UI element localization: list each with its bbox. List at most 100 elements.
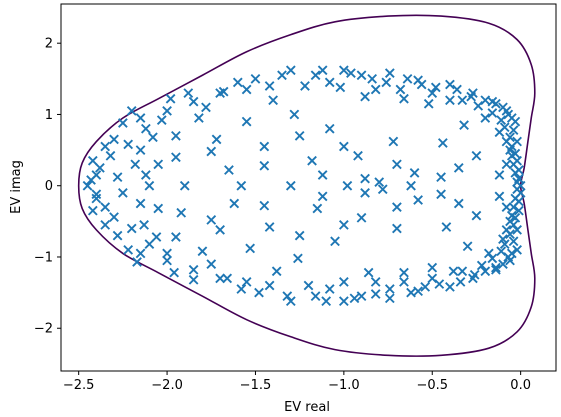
data-point xyxy=(176,207,187,218)
data-point xyxy=(95,163,105,173)
data-point xyxy=(165,93,176,104)
data-point xyxy=(206,146,217,157)
data-point xyxy=(360,187,370,198)
data-point xyxy=(503,109,514,120)
data-point xyxy=(162,248,172,259)
data-point xyxy=(413,286,423,297)
data-point xyxy=(514,205,524,216)
data-point xyxy=(303,280,314,291)
data-point xyxy=(215,88,225,98)
data-point xyxy=(135,113,146,123)
data-point xyxy=(427,262,438,273)
data-point xyxy=(338,296,349,307)
x-tick-label: −2.0 xyxy=(151,378,183,393)
data-point xyxy=(436,189,446,200)
data-point xyxy=(241,116,252,127)
x-tick-label: −0.5 xyxy=(416,378,448,393)
data-point xyxy=(496,246,507,257)
data-point xyxy=(468,88,478,98)
data-point xyxy=(356,70,367,81)
data-point xyxy=(206,215,217,225)
data-point xyxy=(448,266,459,277)
data-point xyxy=(480,95,491,106)
data-point xyxy=(307,155,317,166)
data-point xyxy=(171,152,181,163)
data-point xyxy=(271,266,282,277)
data-point xyxy=(183,88,194,98)
data-point xyxy=(499,122,510,133)
data-point xyxy=(201,102,211,113)
data-point xyxy=(282,291,293,302)
data-point xyxy=(285,296,296,307)
data-point xyxy=(508,125,519,136)
data-point xyxy=(505,216,515,227)
data-point xyxy=(100,202,111,212)
data-point xyxy=(324,77,335,88)
data-point xyxy=(360,91,370,102)
data-point xyxy=(491,98,501,109)
data-point xyxy=(188,274,199,285)
data-point xyxy=(171,130,181,141)
data-point xyxy=(346,68,356,78)
data-point xyxy=(384,68,395,78)
data-point xyxy=(406,287,416,298)
data-point xyxy=(91,193,102,204)
y-axis-label: EV imag xyxy=(9,160,24,214)
data-point xyxy=(473,101,484,111)
data-point xyxy=(427,88,438,98)
data-point xyxy=(324,123,335,134)
data-point xyxy=(510,193,521,204)
data-point xyxy=(188,96,199,107)
data-point xyxy=(413,75,423,86)
data-point xyxy=(87,205,98,216)
data-point xyxy=(169,267,180,278)
data-point xyxy=(413,195,423,205)
data-point xyxy=(512,136,522,147)
data-point xyxy=(480,113,491,123)
data-point xyxy=(123,139,134,150)
data-point xyxy=(427,273,438,284)
data-point xyxy=(356,212,367,223)
data-point xyxy=(501,159,512,170)
data-point xyxy=(402,73,413,84)
data-point xyxy=(437,138,448,148)
data-point xyxy=(462,241,473,252)
data-point xyxy=(250,73,261,84)
data-point xyxy=(224,165,234,175)
data-point xyxy=(140,123,151,134)
data-point xyxy=(457,95,468,106)
data-point xyxy=(132,257,142,267)
data-point xyxy=(503,252,514,262)
data-point xyxy=(139,220,149,230)
data-point xyxy=(324,284,335,294)
data-point xyxy=(455,277,466,287)
data-point xyxy=(245,243,256,254)
data-point xyxy=(353,150,363,161)
data-point xyxy=(512,177,522,188)
data-point xyxy=(399,277,409,287)
data-point xyxy=(188,264,199,275)
data-point xyxy=(222,273,233,284)
contour-layer xyxy=(77,14,536,357)
data-point xyxy=(501,136,512,147)
data-point xyxy=(294,230,305,241)
data-point xyxy=(317,65,328,76)
data-point xyxy=(82,180,93,191)
data-point xyxy=(100,141,111,152)
data-point xyxy=(236,284,247,294)
data-point xyxy=(367,73,378,84)
data-point xyxy=(321,296,332,307)
data-point xyxy=(392,159,402,170)
data-point xyxy=(285,180,296,191)
data-point xyxy=(317,170,328,180)
data-point xyxy=(264,81,275,91)
data-point xyxy=(494,191,505,202)
data-point xyxy=(206,259,217,269)
x-tick-label: 0.0 xyxy=(510,378,531,393)
data-point xyxy=(360,173,370,184)
data-point xyxy=(453,163,464,173)
data-point xyxy=(241,84,252,95)
data-point xyxy=(285,65,296,76)
data-point xyxy=(377,184,388,195)
data-point xyxy=(338,277,349,287)
